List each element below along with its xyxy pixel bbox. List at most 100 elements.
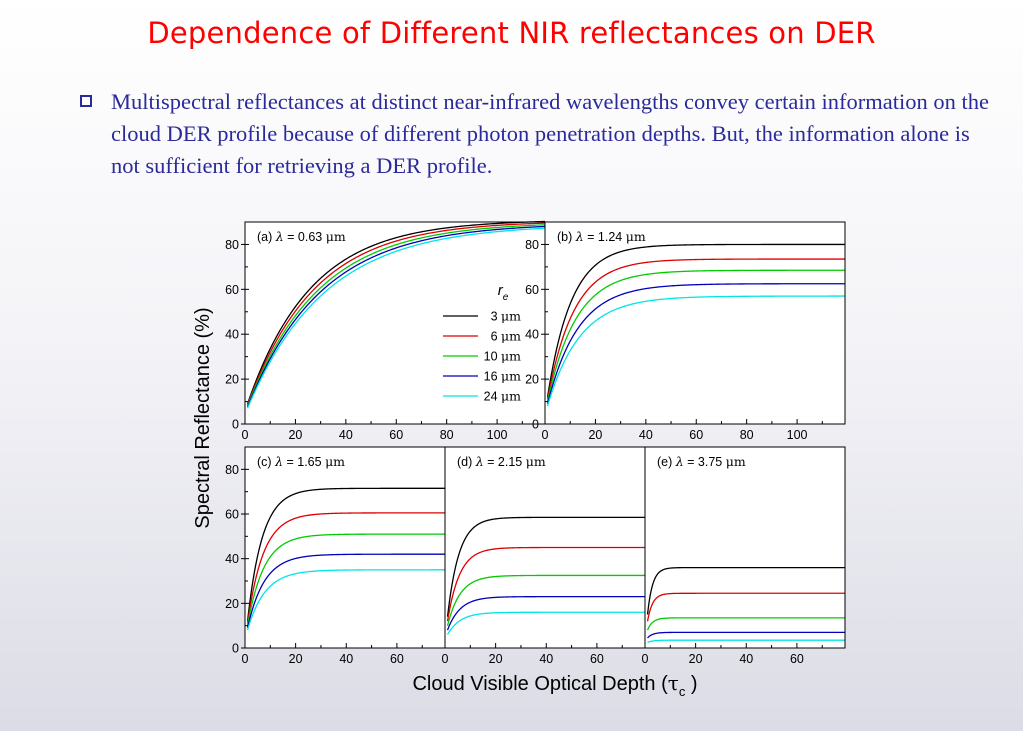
series-line-2 bbox=[446, 574, 645, 626]
legend-entry-unit: μm bbox=[501, 329, 521, 344]
series-line-4 bbox=[647, 639, 845, 644]
legend-entry-value: 16 bbox=[484, 370, 501, 384]
x-tick-label: 60 bbox=[389, 428, 403, 442]
x-axis-label-tau: τ bbox=[668, 671, 679, 695]
series-line-0 bbox=[646, 566, 845, 615]
series-line-4 bbox=[546, 295, 845, 407]
x-tick-label: 40 bbox=[339, 652, 353, 666]
panel-e: 0 20 40 60 (e) λ = 3.75 μm bbox=[642, 446, 846, 666]
plot-frame bbox=[644, 446, 846, 649]
panel-title-unit: μm bbox=[326, 229, 346, 244]
x-tick-label: 40 bbox=[539, 652, 553, 666]
x-tick-label: 100 bbox=[487, 428, 508, 442]
legend-entry-value: 24 bbox=[484, 390, 501, 404]
plot-area bbox=[645, 447, 845, 648]
series-line-3 bbox=[246, 225, 546, 408]
x-tick-label: 40 bbox=[339, 428, 353, 442]
panel-title-label: (d) bbox=[457, 455, 476, 469]
x-tick-label: 40 bbox=[739, 652, 753, 666]
panel-b: 0 20 40 60 80 100 0 20 40 60 80 (b) λ = 1.24 μm bbox=[525, 221, 846, 442]
y-tick-label: 40 bbox=[225, 552, 239, 566]
series-line-3 bbox=[246, 553, 445, 629]
panel-title-label: (a) bbox=[257, 230, 276, 244]
panel-title-label: (e) bbox=[657, 455, 676, 469]
legend-entry-value: 3 bbox=[491, 310, 501, 324]
slide-title: Dependence of Different NIR reflectances… bbox=[147, 16, 876, 50]
legend-entry: 24 μm bbox=[484, 389, 522, 404]
panel-title-value: = 1.24 bbox=[584, 230, 626, 244]
x-tick-label: 0 bbox=[242, 652, 249, 666]
panel-title-value: = 3.75 bbox=[684, 455, 726, 469]
x-tick-label: 20 bbox=[588, 428, 602, 442]
bullet-text: Multispectral reflectances at distinct n… bbox=[111, 89, 989, 178]
x-tick-label: 80 bbox=[740, 428, 754, 442]
panel-title: (d) λ = 2.15 μm bbox=[457, 454, 546, 469]
series-line-0 bbox=[246, 220, 546, 405]
series-line-1 bbox=[646, 592, 845, 622]
x-tick-label: 60 bbox=[590, 652, 604, 666]
series-line-2 bbox=[546, 269, 845, 402]
x-tick-label: 20 bbox=[489, 652, 503, 666]
x-tick-label: 100 bbox=[787, 428, 808, 442]
x-tick-label: 60 bbox=[390, 652, 404, 666]
bullet-point: Multispectral reflectances at distinct n… bbox=[80, 86, 990, 182]
x-tick-label: 60 bbox=[689, 428, 703, 442]
series-line-2 bbox=[646, 617, 845, 631]
series-line-1 bbox=[246, 512, 445, 624]
series-line-1 bbox=[546, 258, 845, 400]
panel-title-value: = 2.15 bbox=[484, 455, 526, 469]
y-tick-label: 20 bbox=[225, 373, 239, 387]
legend-title-r: r bbox=[498, 282, 504, 299]
panel-title-lambda-symbol: λ bbox=[475, 454, 484, 469]
x-tick-label: 60 bbox=[790, 652, 804, 666]
series-line-4 bbox=[446, 611, 645, 635]
series-line-0 bbox=[546, 243, 845, 398]
legend-entry: 10 μm bbox=[484, 349, 522, 364]
x-axis-label-close: ) bbox=[685, 673, 697, 695]
y-tick-label: 60 bbox=[225, 508, 239, 522]
plot-area bbox=[545, 222, 845, 424]
x-tick-label: 0 bbox=[642, 652, 649, 666]
legend-title-sub: e bbox=[503, 292, 509, 303]
y-axis-label: Spectral Reflectance (%) bbox=[192, 307, 214, 528]
series-line-0 bbox=[446, 516, 645, 617]
x-tick-label: 0 bbox=[542, 428, 549, 442]
y-tick-label: 40 bbox=[225, 328, 239, 342]
plot-area bbox=[245, 447, 445, 648]
x-tick-label: 40 bbox=[639, 428, 653, 442]
y-tick-label: 20 bbox=[525, 373, 539, 387]
y-tick-label: 0 bbox=[232, 642, 239, 656]
panel-title-lambda-symbol: λ bbox=[275, 229, 284, 244]
panel-title-unit: μm bbox=[325, 454, 345, 469]
series-line-1 bbox=[446, 546, 645, 622]
legend-entry-unit: μm bbox=[501, 389, 521, 404]
x-tick-label: 20 bbox=[288, 428, 302, 442]
y-tick-label: 40 bbox=[525, 328, 539, 342]
x-tick-label: 0 bbox=[242, 428, 249, 442]
series-line-0 bbox=[246, 487, 445, 622]
series-line-2 bbox=[246, 224, 546, 407]
panel-title: (b) λ = 1.24 μm bbox=[557, 229, 646, 244]
panel-title-unit: μm bbox=[626, 229, 646, 244]
legend-entry: 16 μm bbox=[484, 369, 522, 384]
y-tick-label: 80 bbox=[525, 238, 539, 252]
series-line-1 bbox=[246, 222, 546, 406]
legend-entry-value: 10 bbox=[484, 350, 501, 364]
panel-title-lambda-symbol: λ bbox=[575, 229, 584, 244]
legend-entry-unit: μm bbox=[501, 349, 521, 364]
legend-entry: 3 μm bbox=[491, 309, 522, 324]
series-line-4 bbox=[246, 569, 445, 631]
panel-title-unit: μm bbox=[526, 454, 546, 469]
x-axis-label-sub: c bbox=[679, 684, 686, 699]
panel-title-value: = 1.65 bbox=[283, 455, 325, 469]
legend-entry-value: 6 bbox=[491, 330, 501, 344]
series-line-3 bbox=[647, 631, 845, 639]
panel-title-unit: μm bbox=[726, 454, 746, 469]
x-tick-label: 20 bbox=[289, 652, 303, 666]
panel-d: 0 20 40 60 (d) λ = 2.15 μm bbox=[442, 446, 646, 666]
x-tick-label: 0 bbox=[442, 652, 449, 666]
y-tick-label: 60 bbox=[525, 283, 539, 297]
